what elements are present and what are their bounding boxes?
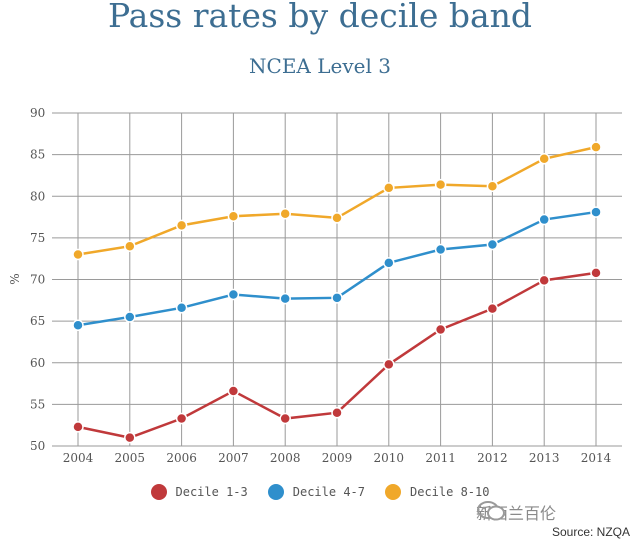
y-axis-label: % [8,273,22,284]
y-tick-label: 85 [30,148,45,162]
data-point [590,206,602,218]
x-tick-label: 2007 [218,451,249,465]
legend-label: Decile 1-3 [175,485,248,499]
data-point [72,319,84,332]
y-tick-label: 60 [30,356,45,370]
y-tick-label: 80 [30,189,45,203]
x-tick-label: 2008 [270,451,301,465]
data-point [383,358,395,371]
chart-title: Pass rates by decile band [107,0,533,35]
data-point [124,431,136,444]
data-point [486,180,499,193]
data-point [538,153,550,165]
x-tick-label: 2006 [166,451,197,465]
data-point [486,302,499,315]
data-point [175,219,188,232]
x-tick-label: 2013 [529,451,560,465]
x-tick-labels: 2004 2005 2006 2007 2008 2009 2010 2011 2012 2013… [63,451,612,465]
x-tick-label: 2005 [115,451,146,465]
y-tick-label: 90 [30,106,45,120]
y-tick-label: 50 [30,439,45,453]
data-point [175,302,188,314]
data-point [434,323,447,336]
y-tick-labels: 50 55 60 65 70 75 80 85 90 [30,106,45,453]
series-points [72,141,602,444]
y-tick-label: 75 [30,231,45,245]
legend-item: Decile 4-7 [267,484,365,500]
data-point [538,274,550,287]
source-note: Source: NZQA [551,525,630,539]
legend-item: Decile 8-10 [385,484,489,500]
data-point [279,412,291,425]
data-point [227,385,240,397]
y-tick-label: 70 [30,273,45,287]
data-point [486,238,499,251]
x-tick-label: 2014 [581,451,612,465]
data-point [383,257,395,269]
data-point [279,207,291,220]
x-tick-label: 2010 [374,451,405,465]
data-point [434,243,447,256]
data-point [175,412,188,425]
legend-marker [385,484,401,500]
data-point [538,213,550,226]
legend-label: Decile 4-7 [292,485,365,499]
x-tick-label: 2004 [63,451,94,465]
data-point [227,210,240,222]
data-point [590,267,602,279]
legend-label: Decile 8-10 [410,485,490,499]
data-point [72,421,84,433]
data-point [331,406,343,419]
data-point [383,182,395,194]
data-point [331,292,343,304]
legend-marker [267,484,284,500]
x-tick-label: 2009 [322,451,353,465]
x-tick-label: 2012 [477,451,508,465]
x-tick-label: 2011 [425,451,456,465]
wechat-icon [477,501,505,521]
data-point [124,311,136,323]
data-point [227,288,240,301]
legend-marker [150,484,167,500]
chart-subtitle: NCEA Level 3 [249,54,391,78]
data-point [279,292,291,305]
data-point [72,248,84,261]
data-point [331,212,343,224]
data-point [590,141,602,153]
y-tick-label: 55 [30,397,45,411]
data-point [124,240,136,252]
watermark: 新西兰百伦 [476,500,556,524]
y-tick-label: 65 [30,314,45,328]
legend: Decile 1-3 Decile 4-7 Decile 8-10 [0,484,640,500]
data-point [434,178,447,191]
legend-item: Decile 1-3 [150,484,248,500]
